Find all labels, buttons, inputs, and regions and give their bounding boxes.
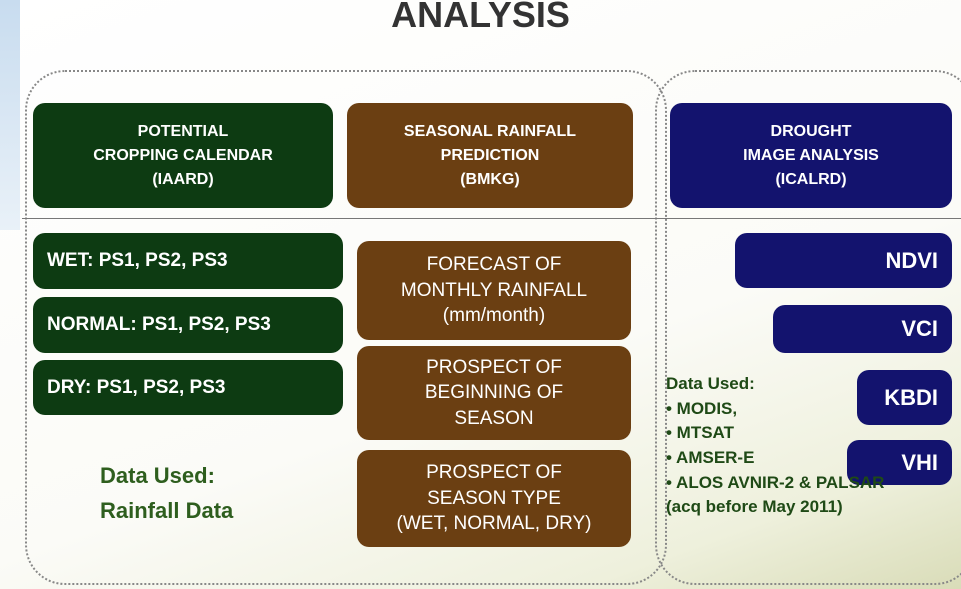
item-box: WET: PS1, PS2, PS3 [33,233,343,289]
note-line: Data Used: [666,372,961,397]
note-line: (acq before May 2011) [666,495,961,520]
slide: ANALYSIS POTENTIALCROPPING CALENDAR(IAAR… [0,0,961,589]
note-line: • MTSAT [666,421,961,446]
note-line: Data Used: [100,458,340,493]
data-used-note: Data Used:• MODIS,• MTSAT• AMSER-E• ALOS… [666,372,961,520]
header-line: (BMKG) [347,168,633,192]
item-line: PROSPECT OF [361,460,627,486]
item-box: DRY: PS1, PS2, PS3 [33,360,343,415]
header-line: DROUGHT [670,120,952,144]
item-line: (mm/month) [361,303,627,329]
item-line: NORMAL: PS1, PS2, PS3 [47,312,329,338]
header-line: POTENTIAL [33,120,333,144]
header-line: (ICALRD) [670,168,952,192]
header-line: PREDICTION [347,144,633,168]
item-line: NDVI [749,246,938,276]
item-line: MONTHLY RAINFALL [361,278,627,304]
header-line: (IAARD) [33,168,333,192]
item-box: NDVI [735,233,952,288]
data-used-note: Data Used:Rainfall Data [100,458,340,528]
item-line: (WET, NORMAL, DRY) [361,511,627,537]
header-line: IMAGE ANALYSIS [670,144,952,168]
item-box: VCI [773,305,952,353]
item-line: SEASON [361,406,627,432]
note-line: • AMSER-E [666,446,961,471]
note-line: • ALOS AVNIR-2 & PALSAR [666,471,961,496]
header-line: CROPPING CALENDAR [33,144,333,168]
item-line: SEASON TYPE [361,486,627,512]
item-line: BEGINNING OF [361,380,627,406]
item-line: WET: PS1, PS2, PS3 [47,248,329,274]
item-line: PROSPECT OF [361,355,627,381]
item-line: DRY: PS1, PS2, PS3 [47,375,329,401]
header-line: SEASONAL RAINFALL [347,120,633,144]
divider [22,218,961,219]
item-line: FORECAST OF [361,252,627,278]
note-line: • MODIS, [666,397,961,422]
note-line: Rainfall Data [100,493,340,528]
title: ANALYSIS [0,0,961,36]
item-box: NORMAL: PS1, PS2, PS3 [33,297,343,353]
item-line: VCI [787,314,938,344]
